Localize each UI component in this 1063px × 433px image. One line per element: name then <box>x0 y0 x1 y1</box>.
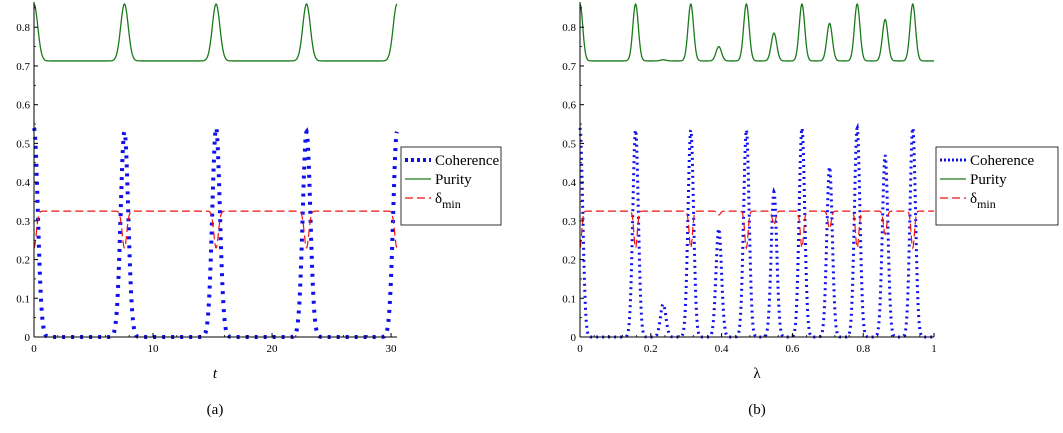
legend-label-b: Coherence <box>970 153 1034 169</box>
x-tick-label-b: 0.2 <box>644 343 658 355</box>
legend-b: Coherence Purity δmin <box>935 146 1059 226</box>
legend-label-b: δmin <box>970 191 996 211</box>
series-dashed-b <box>579 210 934 250</box>
series-solid-b <box>579 2 934 62</box>
y-tick-label-b: 0.4 <box>562 177 576 189</box>
y-tick-label-b: 0.8 <box>562 22 576 34</box>
x-tick-label-a: 10 <box>148 343 160 355</box>
y-tick-label-a: 0.3 <box>16 216 30 228</box>
y-tick-label-b: 0 <box>571 332 577 344</box>
x-axis-title-a: t <box>213 366 218 382</box>
x-tick-label-b: 0.6 <box>786 343 800 355</box>
caption-b: (b) <box>748 402 766 418</box>
x-tick-label-a: 0 <box>31 343 37 355</box>
y-tick-label-a: 0.2 <box>16 255 30 267</box>
legend-label-a: δmin <box>435 191 461 211</box>
legend-label-b: Purity <box>970 172 1007 188</box>
series-dotted-a <box>32 125 399 339</box>
legend-label-a: Purity <box>435 172 472 188</box>
x-tick-label-a: 20 <box>267 343 279 355</box>
y-tick-label-a: 0.6 <box>16 100 30 112</box>
x-tick-label-b: 0 <box>577 343 583 355</box>
x-tick-label-b: 0.4 <box>715 343 729 355</box>
panel-a: 0 0.1 0.2 0.3 0.4 0.5 0.6 0.7 0.8 0 10 20 30 Coheren… <box>16 2 502 418</box>
y-tick-label-b: 0.1 <box>562 293 576 305</box>
x-tick-label-a: 30 <box>386 343 398 355</box>
y-tick-label-a: 0 <box>25 332 31 344</box>
caption-a: (a) <box>207 402 224 418</box>
y-tick-label-b: 0.2 <box>562 255 576 267</box>
series-dotted-b <box>578 122 934 339</box>
y-tick-label-b: 0.5 <box>562 138 576 150</box>
x-axis-title-b: λ <box>753 366 761 382</box>
y-tick-label-a: 0.1 <box>16 293 30 305</box>
panel-b: 00.10.20.30.40.50.60.70.80 0.2 0.4 0.6 0.8 1 … <box>562 2 1059 418</box>
x-tick-label-b: 1 <box>931 343 937 355</box>
y-tick-label-a: 0.8 <box>16 22 30 34</box>
legend-label-a: Coherence <box>435 153 499 169</box>
y-tick-label-a: 0.4 <box>16 177 30 189</box>
y-tick-label-b: 0.7 <box>562 61 576 73</box>
y-tick-label-a: 0.5 <box>16 138 30 150</box>
legend-a: Coherence Purity δmin <box>400 146 502 226</box>
y-tick-label-b: 0.3 <box>562 216 576 228</box>
x-tick-label-b: 0.8 <box>856 343 870 355</box>
y-tick-label-b: 0.6 <box>562 100 576 112</box>
y-tick-label-a: 0.7 <box>16 61 30 73</box>
series-dashed-a <box>33 210 398 249</box>
series-solid-a <box>33 3 398 62</box>
